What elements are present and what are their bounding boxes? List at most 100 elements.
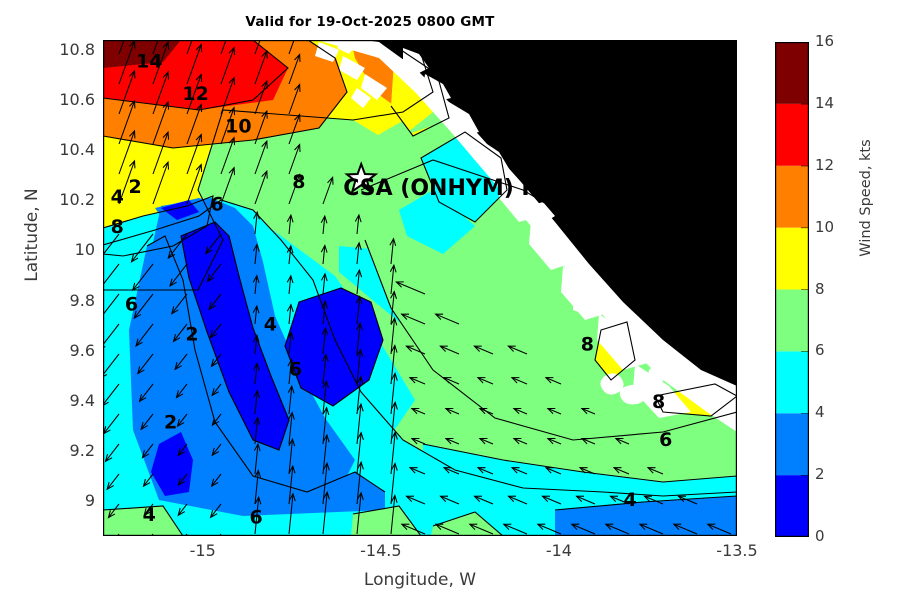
wind-arrow xyxy=(410,407,426,415)
wind-arrow xyxy=(320,272,328,295)
wind-arrow xyxy=(209,323,222,339)
wind-arrow xyxy=(177,503,188,517)
wind-arrow xyxy=(288,464,296,505)
contour-label: 2 xyxy=(164,411,177,433)
wind-arrow xyxy=(253,389,261,415)
wind-arrow xyxy=(210,473,222,488)
wind-arrow xyxy=(211,383,222,397)
contour-map-plot[interactable]: CSA (ONHYM) PIL 14 12 10 8 8 4 2 6 6 4 2 2 6 8 8 6 4 4 6 xyxy=(103,40,737,536)
wind-arrow xyxy=(512,437,528,445)
wind-arrow xyxy=(204,233,222,255)
wind-arrow xyxy=(288,113,301,145)
star-marker[interactable] xyxy=(344,161,379,194)
wind-arrow xyxy=(444,407,460,415)
wind-arrow xyxy=(502,523,528,535)
colorbar-tick: 14 xyxy=(815,93,835,112)
wind-arrow xyxy=(476,377,494,385)
wind-arrow xyxy=(152,40,159,55)
wind-arrow xyxy=(254,40,261,55)
wind-arrow xyxy=(507,495,528,505)
colorbar-band xyxy=(775,351,809,414)
wind-arrow xyxy=(143,503,154,517)
wind-arrow xyxy=(186,103,203,145)
wind-arrow xyxy=(288,53,301,85)
wind-arrow xyxy=(604,523,630,535)
wind-arrow xyxy=(211,443,222,457)
wind-arrow xyxy=(355,241,362,265)
wind-arrow xyxy=(103,293,120,320)
wind-arrow xyxy=(138,383,154,403)
wind-arrow xyxy=(408,467,426,475)
contour-label: 6 xyxy=(289,359,302,381)
wind-arrow xyxy=(356,375,364,415)
wind-arrow xyxy=(176,413,188,428)
wind-arrow xyxy=(141,443,154,459)
wind-arrow xyxy=(254,109,268,145)
wind-arrow xyxy=(142,473,154,488)
wind-arrow xyxy=(186,163,203,205)
x-tick: -14 xyxy=(545,541,572,560)
wind-arrow xyxy=(390,344,398,385)
wind-arrow xyxy=(220,40,227,55)
wind-arrow xyxy=(473,345,494,355)
wind-arrow xyxy=(638,523,664,535)
station-label: CSA (ONHYM) PIL xyxy=(343,176,560,201)
wind-arrow xyxy=(186,73,203,115)
wind-arrow xyxy=(400,313,426,325)
wind-arrow xyxy=(104,443,120,463)
colorbar-tick: 0 xyxy=(815,527,825,545)
wind-arrow xyxy=(320,244,328,265)
colorbar-tick: 2 xyxy=(815,465,825,484)
wind-arrow xyxy=(253,442,261,475)
wind-arrow xyxy=(473,495,494,505)
wind-arrow xyxy=(544,377,562,385)
wind-arrow xyxy=(288,143,301,175)
wind-arrow xyxy=(152,100,170,145)
wind-arrow xyxy=(476,467,494,475)
wind-arrow xyxy=(220,76,236,115)
colorbar-svg[interactable] xyxy=(775,42,809,537)
wind-arrow xyxy=(107,503,120,519)
y-axis-ticks: 9 9.2 9.4 9.6 9.8 10 10.2 10.4 10.6 10.8 xyxy=(33,0,95,600)
contour-label: 6 xyxy=(250,506,263,528)
wind-arrow xyxy=(322,175,334,205)
wind-arrow xyxy=(510,377,528,385)
wind-arrow xyxy=(288,411,295,445)
wind-arrow xyxy=(286,244,294,265)
wind-arrow xyxy=(288,40,295,55)
contour-label: 6 xyxy=(210,193,223,215)
wind-arrow xyxy=(322,461,330,505)
wind-arrow xyxy=(170,293,188,315)
station-group[interactable]: CSA (ONHYM) PIL xyxy=(343,161,560,201)
wind-arrow xyxy=(254,469,262,505)
wind-arrow xyxy=(118,40,125,55)
contour-label: 4 xyxy=(143,504,156,526)
wind-arrow xyxy=(356,321,363,355)
wind-arrow xyxy=(389,237,397,265)
wind-arrow xyxy=(118,99,136,145)
wind-arrow xyxy=(209,503,222,519)
colorbar-band xyxy=(775,289,809,352)
wind-arrow xyxy=(253,416,261,445)
plot-border xyxy=(103,40,737,536)
colorbar-label: Wind Speed, kts xyxy=(858,139,874,257)
wind-arrow xyxy=(389,263,397,295)
wind-arrow xyxy=(254,139,268,175)
wind-arrow xyxy=(706,523,732,535)
colorbar-tick: 6 xyxy=(815,341,825,360)
wind-arrow xyxy=(106,473,120,491)
wind-arrow xyxy=(254,49,268,85)
wind-arrow xyxy=(288,83,301,115)
x-axis-label: Longitude, W xyxy=(363,570,477,590)
wind-arrow xyxy=(186,40,193,55)
colorbar[interactable] xyxy=(775,42,809,537)
wind-arrow xyxy=(400,523,426,535)
wind-arrow xyxy=(507,345,528,355)
wind-arrow xyxy=(140,413,154,431)
x-tick: -14.5 xyxy=(360,541,402,560)
wind-arrow xyxy=(442,377,460,385)
contour-label: 14 xyxy=(136,51,162,73)
wind-arrow xyxy=(152,130,170,175)
wind-arrow xyxy=(152,160,170,205)
